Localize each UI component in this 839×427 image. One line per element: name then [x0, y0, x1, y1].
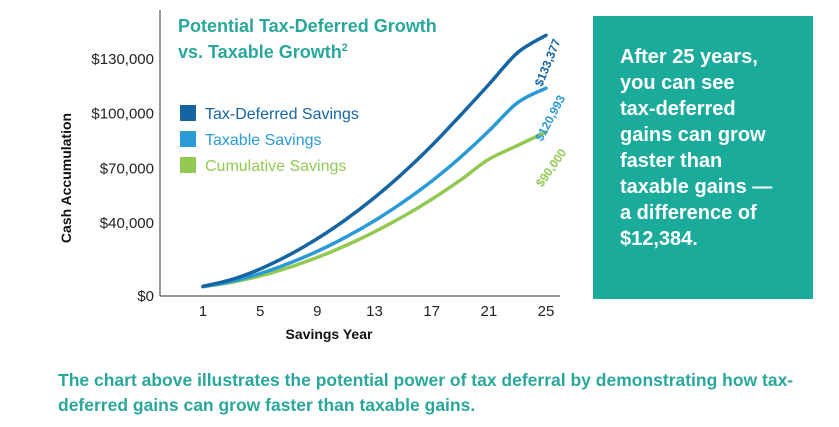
legend-swatch-taxable-savings: [180, 131, 196, 147]
y-axis-label: Cash Accumulation: [58, 113, 74, 243]
y-tick-label: $70,000: [100, 160, 154, 177]
series-end-labels: $133,377 $120,993$90,000: [532, 36, 570, 189]
series-line-taxable-savings: [201, 86, 548, 289]
x-tick-label: 25: [538, 303, 555, 320]
x-tick-label: 17: [423, 303, 440, 320]
chart-title-line2: vs. Taxable Growth2: [178, 42, 348, 62]
legend-label-tax-deferred-savings: Tax-Deferred Savings: [205, 106, 359, 123]
legend-label-taxable-savings: Taxable Savings: [205, 132, 322, 149]
series-line-cumulative-savings: [201, 130, 548, 289]
chart-title-line1: Potential Tax-Deferred Growth: [178, 16, 437, 36]
end-label-tax-deferred-savings: $133,377: [532, 36, 564, 88]
y-axis-ticks: $0 $40,000 $70,000 $100,000 $130,000: [91, 51, 154, 305]
chart-caption: The chart above illustrates the potentia…: [58, 370, 794, 415]
x-tick-label: 9: [313, 303, 321, 320]
callout-text: After 25 years, you can see tax-deferred…: [620, 46, 773, 250]
x-tick-label: 13: [366, 303, 383, 320]
end-label-taxable-savings: $120,993: [532, 93, 568, 144]
legend-swatch-tax-deferred-savings: [180, 105, 196, 121]
x-axis-label: Savings Year: [286, 326, 373, 342]
chart-axes: [159, 10, 560, 297]
x-tick-label: 21: [480, 303, 497, 320]
growth-chart: $0 $40,000 $70,000 $100,000 $130,000 1 5 9 13 17…: [58, 10, 570, 342]
x-tick-label: 1: [199, 303, 207, 320]
chart-legend: Tax-Deferred Savings Taxable Savings Cumul…: [180, 105, 359, 175]
x-axis-ticks: 1 5 9 13 17 21 25: [199, 303, 555, 320]
series-lines: [201, 33, 548, 289]
y-tick-label: $40,000: [100, 215, 154, 232]
summary-callout: After 25 years, you can see tax-deferred…: [593, 16, 813, 299]
y-tick-label: $130,000: [91, 51, 154, 68]
series-line-tax-deferred-savings: [201, 33, 548, 289]
end-label-cumulative-savings: $90,000: [533, 146, 570, 190]
legend-label-cumulative-savings: Cumulative Savings: [205, 158, 346, 175]
legend-swatch-cumulative-savings: [180, 157, 196, 173]
x-tick-label: 5: [256, 303, 264, 320]
y-tick-label: $100,000: [91, 106, 154, 123]
y-tick-label: $0: [137, 288, 154, 305]
